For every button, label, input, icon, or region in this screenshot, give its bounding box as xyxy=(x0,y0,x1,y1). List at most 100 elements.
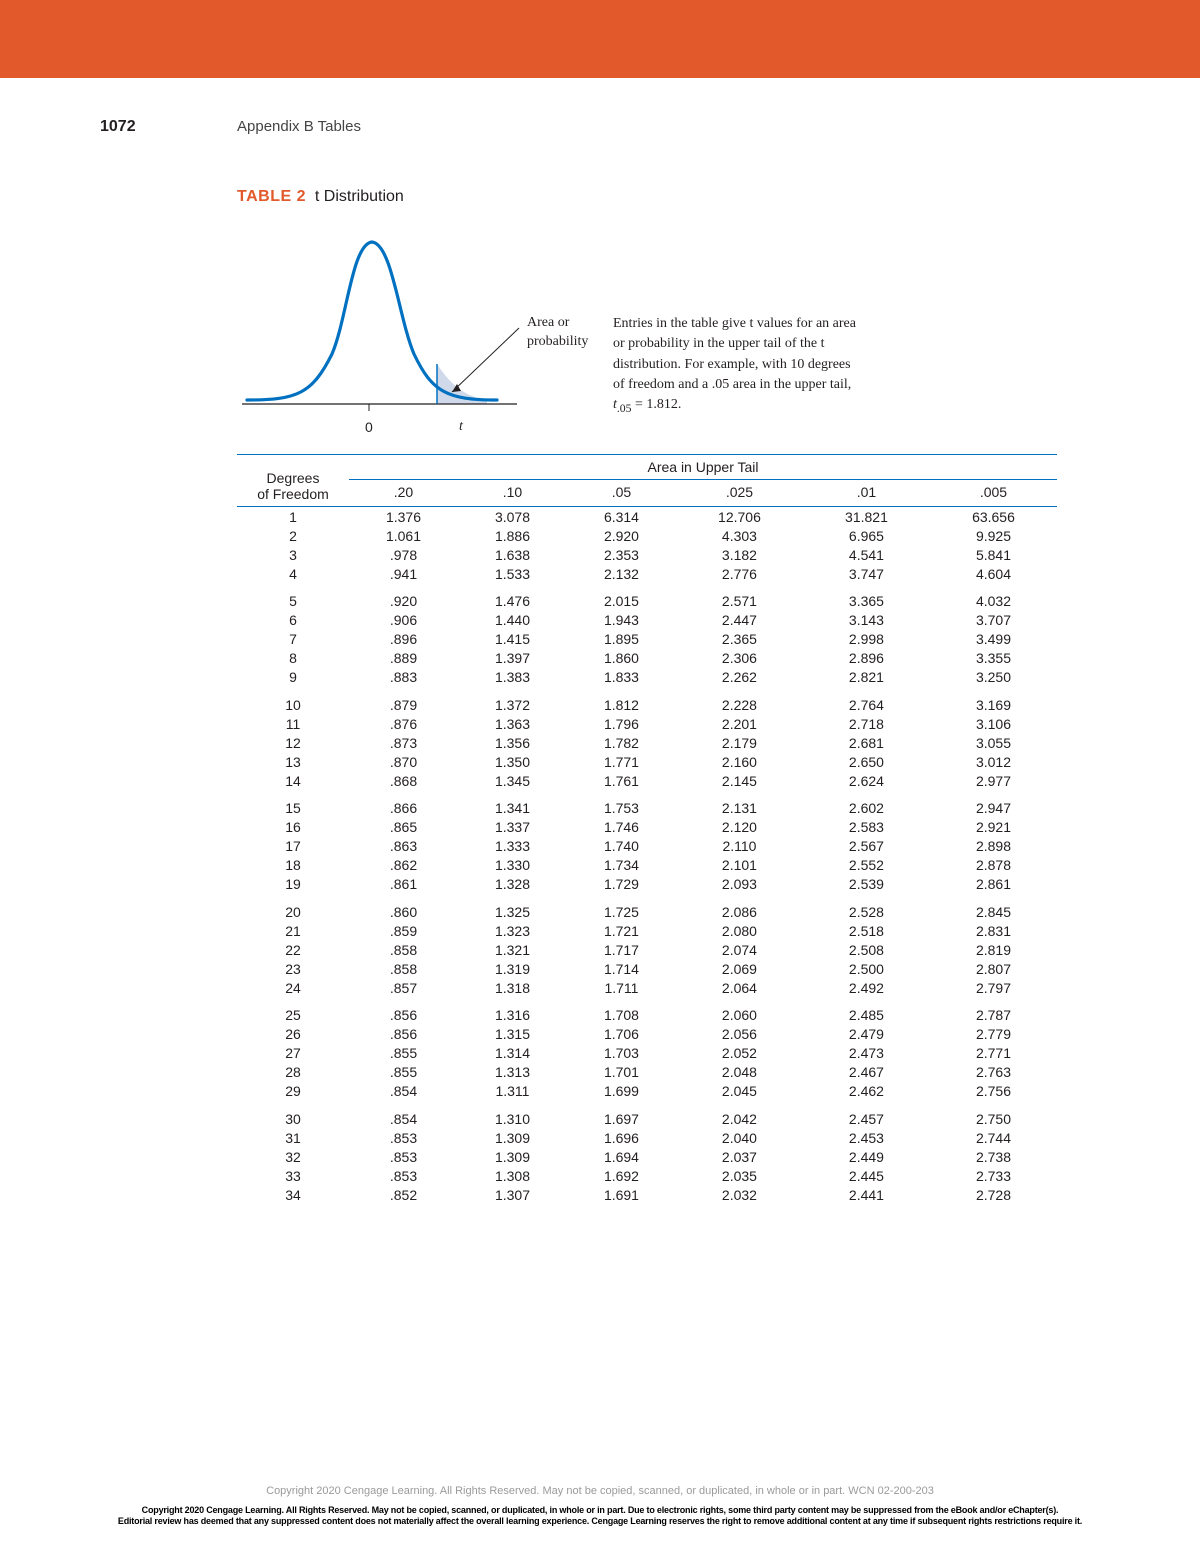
table-caption: TABLE 2 t Distribution xyxy=(237,188,1100,206)
value-cell: 2.467 xyxy=(803,1063,930,1082)
table-row: 17.8631.3331.7402.1102.5672.898 xyxy=(237,837,1057,856)
df-cell: 14 xyxy=(237,771,349,790)
value-cell: 2.060 xyxy=(676,997,803,1025)
figure-description-line: of freedom and a .05 area in the upper t… xyxy=(613,377,851,392)
df-cell: 28 xyxy=(237,1063,349,1082)
value-cell: 2.473 xyxy=(803,1044,930,1063)
df-cell: 23 xyxy=(237,959,349,978)
value-cell: 3.747 xyxy=(803,564,930,583)
value-cell: 1.356 xyxy=(458,733,567,752)
value-cell: 1.415 xyxy=(458,630,567,649)
value-cell: 1.729 xyxy=(567,875,676,894)
value-cell: 2.179 xyxy=(676,733,803,752)
copyright-line-2b: Editorial review has deemed that any sup… xyxy=(118,1516,1082,1526)
value-cell: .873 xyxy=(349,733,458,752)
value-cell: .883 xyxy=(349,668,458,687)
table-row: 19.8611.3281.7292.0932.5392.861 xyxy=(237,875,1057,894)
value-cell: 2.500 xyxy=(803,959,930,978)
table-row: 15.8661.3411.7532.1312.6022.947 xyxy=(237,790,1057,818)
value-cell: 2.069 xyxy=(676,959,803,978)
df-cell: 2 xyxy=(237,526,349,545)
value-cell: 63.656 xyxy=(930,507,1057,527)
df-cell: 7 xyxy=(237,630,349,649)
value-cell: 1.706 xyxy=(567,1025,676,1044)
value-cell: 2.110 xyxy=(676,837,803,856)
table-row: 24.8571.3181.7112.0642.4922.797 xyxy=(237,978,1057,997)
value-cell: 1.328 xyxy=(458,875,567,894)
value-cell: .868 xyxy=(349,771,458,790)
value-cell: .857 xyxy=(349,978,458,997)
value-cell: .978 xyxy=(349,545,458,564)
table-row: 12.8731.3561.7822.1792.6813.055 xyxy=(237,733,1057,752)
df-cell: 11 xyxy=(237,714,349,733)
value-cell: 1.323 xyxy=(458,921,567,940)
table-row: 23.8581.3191.7142.0692.5002.807 xyxy=(237,959,1057,978)
value-cell: 1.333 xyxy=(458,837,567,856)
value-cell: 1.341 xyxy=(458,790,567,818)
df-cell: 32 xyxy=(237,1147,349,1166)
value-cell: .854 xyxy=(349,1082,458,1101)
value-cell: 2.624 xyxy=(803,771,930,790)
df-cell: 5 xyxy=(237,583,349,611)
value-cell: .853 xyxy=(349,1128,458,1147)
axis-t-label: t xyxy=(459,419,463,435)
value-cell: 1.782 xyxy=(567,733,676,752)
df-cell: 21 xyxy=(237,921,349,940)
value-cell: 2.831 xyxy=(930,921,1057,940)
value-cell: .859 xyxy=(349,921,458,940)
value-cell: 2.776 xyxy=(676,564,803,583)
figure-description-line: or probability in the upper tail of the … xyxy=(613,336,825,351)
value-cell: 2.728 xyxy=(930,1185,1057,1204)
value-cell: 1.701 xyxy=(567,1063,676,1082)
table-row: 5.9201.4762.0152.5713.3654.032 xyxy=(237,583,1057,611)
value-cell: 6.314 xyxy=(567,507,676,527)
value-cell: 2.485 xyxy=(803,997,930,1025)
value-cell: 1.696 xyxy=(567,1128,676,1147)
value-cell: 2.718 xyxy=(803,714,930,733)
value-cell: 2.977 xyxy=(930,771,1057,790)
t05-eq: = 1.812. xyxy=(631,397,681,412)
df-cell: 25 xyxy=(237,997,349,1025)
df-cell: 8 xyxy=(237,649,349,668)
value-cell: 1.308 xyxy=(458,1166,567,1185)
value-cell: 2.120 xyxy=(676,818,803,837)
copyright-line-2: Copyright 2020 Cengage Learning. All Rig… xyxy=(110,1505,1090,1528)
value-cell: 2.571 xyxy=(676,583,803,611)
table-row: 4.9411.5332.1322.7763.7474.604 xyxy=(237,564,1057,583)
table-row: 21.0611.8862.9204.3036.9659.925 xyxy=(237,526,1057,545)
value-cell: 1.307 xyxy=(458,1185,567,1204)
column-header: .025 xyxy=(676,480,803,507)
value-cell: 1.397 xyxy=(458,649,567,668)
table-row: 34.8521.3071.6912.0322.4412.728 xyxy=(237,1185,1057,1204)
table-row: 16.8651.3371.7462.1202.5832.921 xyxy=(237,818,1057,837)
df-cell: 16 xyxy=(237,818,349,837)
value-cell: .862 xyxy=(349,856,458,875)
value-cell: 1.337 xyxy=(458,818,567,837)
value-cell: 3.365 xyxy=(803,583,930,611)
copyright-line-2a: Copyright 2020 Cengage Learning. All Rig… xyxy=(142,1505,1059,1515)
value-cell: 2.048 xyxy=(676,1063,803,1082)
df-cell: 13 xyxy=(237,752,349,771)
header-bar xyxy=(0,0,1200,78)
value-cell: 1.761 xyxy=(567,771,676,790)
area-header: Area in Upper Tail xyxy=(349,455,1057,480)
df-cell: 29 xyxy=(237,1082,349,1101)
value-cell: .879 xyxy=(349,687,458,715)
value-cell: 1.812 xyxy=(567,687,676,715)
value-cell: 1.318 xyxy=(458,978,567,997)
value-cell: 2.920 xyxy=(567,526,676,545)
value-cell: 2.035 xyxy=(676,1166,803,1185)
value-cell: 2.131 xyxy=(676,790,803,818)
value-cell: 3.078 xyxy=(458,507,567,527)
distribution-figure: Area or probability Entries in the table… xyxy=(237,224,1100,454)
value-cell: .853 xyxy=(349,1147,458,1166)
value-cell: 2.921 xyxy=(930,818,1057,837)
value-cell: .906 xyxy=(349,611,458,630)
axis-zero-label: 0 xyxy=(365,419,373,435)
table-row: 31.8531.3091.6962.0402.4532.744 xyxy=(237,1128,1057,1147)
value-cell: 12.706 xyxy=(676,507,803,527)
value-cell: 1.309 xyxy=(458,1128,567,1147)
label-probability: probability xyxy=(527,334,588,349)
value-cell: 1.708 xyxy=(567,997,676,1025)
value-cell: 3.055 xyxy=(930,733,1057,752)
